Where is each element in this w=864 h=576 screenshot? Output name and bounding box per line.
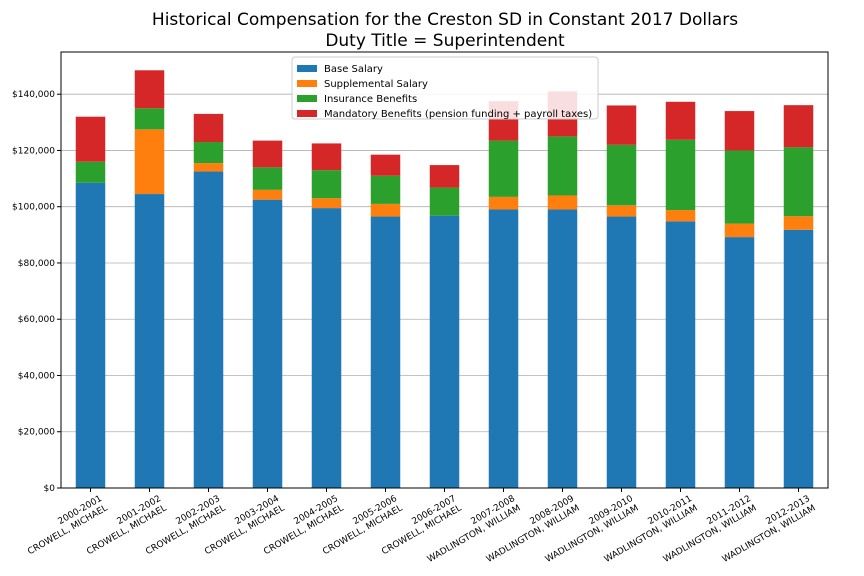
bar-segment-base-salary xyxy=(429,215,460,488)
legend: Base Salary Supplemental Salary Insurance … xyxy=(291,56,599,120)
legend-swatch xyxy=(297,110,317,117)
bar-segment-base-salary xyxy=(370,216,401,488)
bar-segment-insurance-benefits xyxy=(134,108,165,130)
bar-segment-mandatory-benefits-pension-funding-payroll-taxes xyxy=(252,140,283,168)
y-tick-label: $100,000 xyxy=(12,203,55,213)
bar-segment-mandatory-benefits-pension-funding-payroll-taxes xyxy=(724,111,755,151)
legend-label: Base Salary xyxy=(324,64,383,75)
chart-title: Historical Compensation for the Creston … xyxy=(152,10,738,30)
bar-segment-insurance-benefits xyxy=(783,147,814,217)
bar-segment-insurance-benefits xyxy=(370,175,401,204)
y-tick-label: $80,000 xyxy=(18,259,55,269)
bar-segment-insurance-benefits xyxy=(547,136,578,196)
bar-segment-base-salary xyxy=(488,209,519,488)
bar-segment-insurance-benefits xyxy=(311,170,342,199)
y-tick-label: $60,000 xyxy=(18,315,55,325)
bar-segment-mandatory-benefits-pension-funding-payroll-taxes xyxy=(783,105,814,148)
bar-segment-insurance-benefits xyxy=(193,142,224,164)
bar-segment-base-salary xyxy=(724,237,755,488)
y-tick-label: $0 xyxy=(44,484,56,494)
bar-segment-base-salary xyxy=(783,229,814,488)
bar-segment-base-salary xyxy=(665,221,696,488)
y-tick-label: $120,000 xyxy=(12,146,55,156)
bars xyxy=(75,70,814,489)
bar-segment-supplemental-salary xyxy=(547,195,578,210)
bar-segment-supplemental-salary xyxy=(488,196,519,210)
legend-label: Mandatory Benefits (pension funding + pa… xyxy=(324,109,592,120)
bar-segment-base-salary xyxy=(193,171,224,488)
bar-segment-base-salary xyxy=(606,216,637,488)
bar-segment-insurance-benefits xyxy=(488,140,519,197)
bar-segment-base-salary xyxy=(134,194,165,488)
y-tick-label: $40,000 xyxy=(18,371,55,381)
bar-segment-supplemental-salary xyxy=(665,210,696,222)
y-tick-label: $20,000 xyxy=(18,428,55,438)
bar-segment-base-salary xyxy=(75,182,106,489)
legend-swatch xyxy=(297,80,317,87)
legend-swatch xyxy=(297,65,317,72)
legend-swatch xyxy=(297,95,317,102)
bar-segment-insurance-benefits xyxy=(606,144,637,206)
bar-segment-insurance-benefits xyxy=(724,150,755,224)
legend-box xyxy=(291,56,599,120)
bar-segment-insurance-benefits xyxy=(429,187,460,216)
bar-segment-base-salary xyxy=(252,199,283,488)
legend-label: Supplemental Salary xyxy=(324,79,428,90)
bar-segment-insurance-benefits xyxy=(665,139,696,211)
bar-segment-base-salary xyxy=(547,209,578,488)
bar-segment-mandatory-benefits-pension-funding-payroll-taxes xyxy=(193,113,224,143)
bar-segment-base-salary xyxy=(311,208,342,488)
bar-segment-mandatory-benefits-pension-funding-payroll-taxes xyxy=(665,101,696,140)
bar-segment-mandatory-benefits-pension-funding-payroll-taxes xyxy=(75,116,106,162)
y-tick-label: $140,000 xyxy=(12,90,55,100)
bar-segment-supplemental-salary xyxy=(252,189,283,200)
bar-segment-supplemental-salary xyxy=(311,198,342,209)
bar-segment-supplemental-salary xyxy=(193,163,224,172)
y-axis: $0 $20,000 $40,000 $60,000 $80,000 $100,000 $1… xyxy=(12,90,61,494)
chart-subtitle: Duty Title = Superintendent xyxy=(325,31,565,51)
bar-segment-mandatory-benefits-pension-funding-payroll-taxes xyxy=(311,143,342,171)
bar-segment-supplemental-salary xyxy=(783,216,814,230)
bar-segment-mandatory-benefits-pension-funding-payroll-taxes xyxy=(429,165,460,188)
bar-segment-mandatory-benefits-pension-funding-payroll-taxes xyxy=(370,154,401,176)
bar-segment-supplemental-salary xyxy=(606,205,637,217)
bar-segment-supplemental-salary xyxy=(134,129,165,195)
bar-segment-insurance-benefits xyxy=(252,167,283,190)
bar-segment-insurance-benefits xyxy=(75,161,106,183)
bar-segment-supplemental-salary xyxy=(724,223,755,238)
bar-segment-mandatory-benefits-pension-funding-payroll-taxes xyxy=(134,70,165,109)
bar-segment-mandatory-benefits-pension-funding-payroll-taxes xyxy=(606,105,637,145)
bar-segment-supplemental-salary xyxy=(370,203,401,217)
legend-label: Insurance Benefits xyxy=(324,94,417,105)
